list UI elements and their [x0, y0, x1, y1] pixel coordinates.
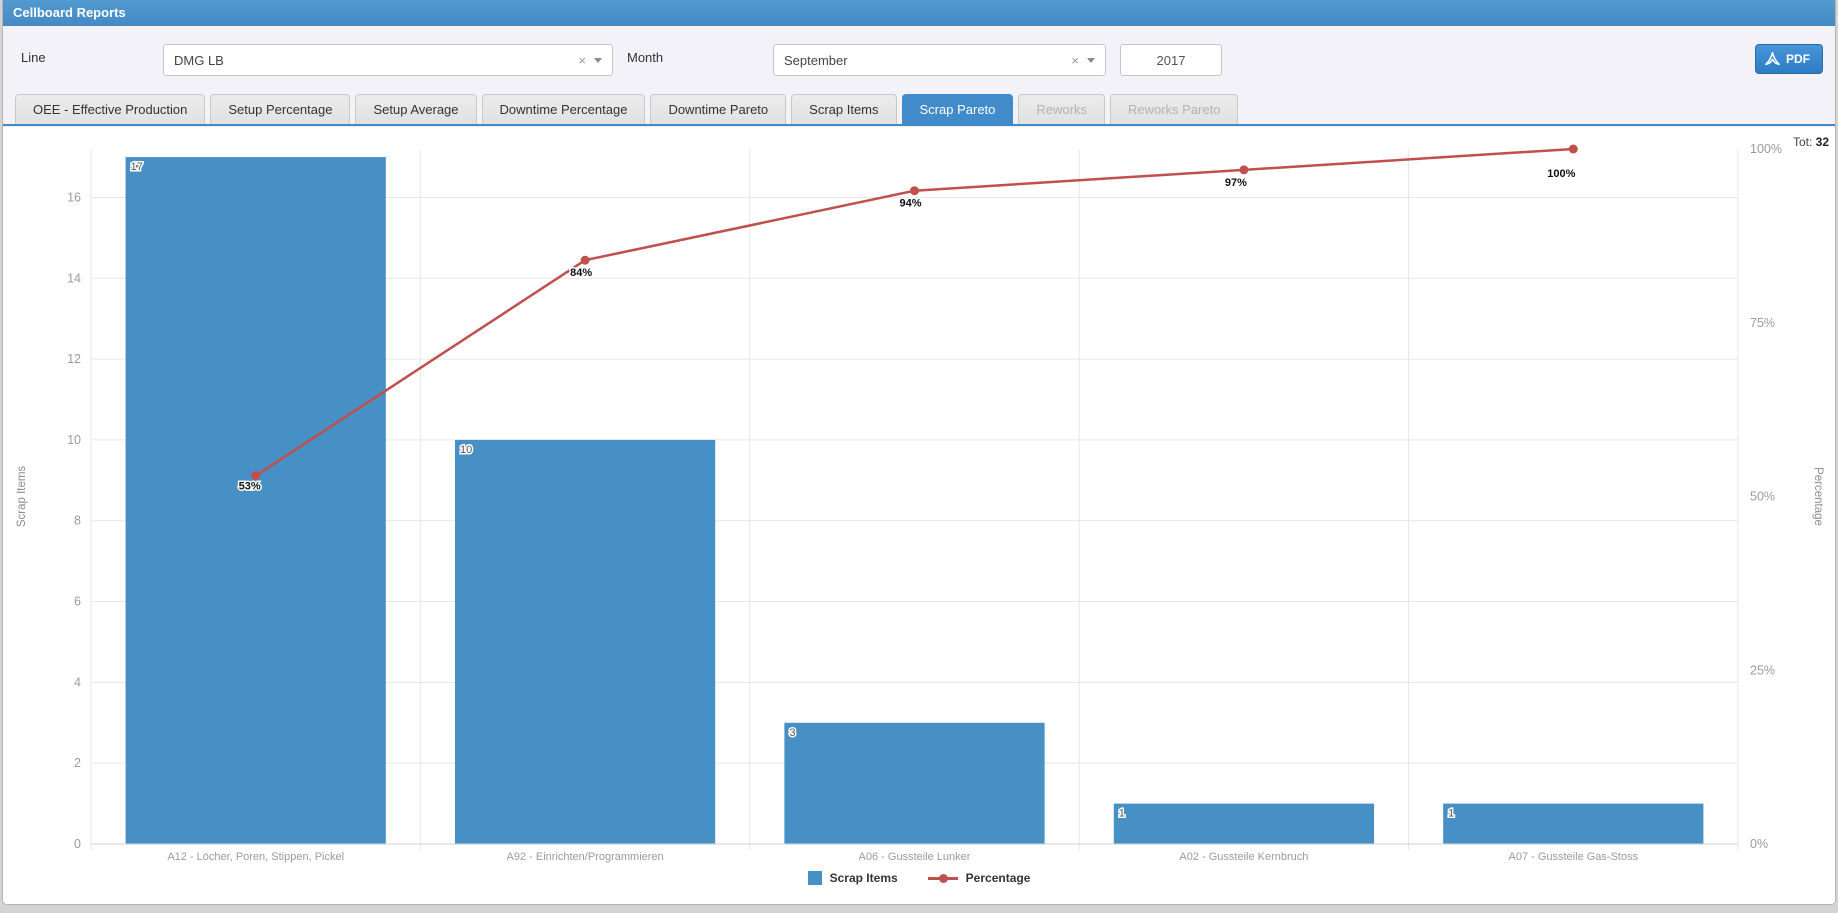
y-left-tick: 8 [74, 514, 81, 528]
page-title: Cellboard Reports [13, 5, 126, 20]
pdf-acrobat-icon [1765, 51, 1780, 65]
legend-label: Scrap Items [829, 871, 898, 885]
year-input[interactable] [1120, 44, 1222, 76]
pareto-chart: 17 10 3 1 1 53% 84% 94% 97% 100% 0 2 4 6 8 10 12 14 16 0% 25… [16, 135, 1829, 863]
point-percent-label: 94% [899, 198, 921, 210]
legend-bar-swatch-icon [807, 871, 822, 885]
bar-value-label: 10 [460, 444, 472, 456]
line-select-value: DMG LB [174, 52, 224, 68]
pdf-export-button[interactable]: PDF [1755, 44, 1823, 74]
total-label: Tot: 32 [1793, 135, 1829, 149]
y-left-axis-title: Scrap Items [16, 466, 28, 528]
y-left-tick: 12 [67, 352, 81, 366]
point-percent-label: 97% [1225, 177, 1247, 189]
line-select[interactable]: DMG LB × [163, 44, 613, 76]
month-select[interactable]: September × [773, 44, 1106, 76]
legend-item-scrap-items[interactable]: Scrap Items [807, 871, 898, 885]
tab-scrap-items[interactable]: Scrap Items [791, 94, 897, 124]
line-point-2[interactable] [580, 255, 590, 265]
y-right-tick: 100% [1750, 142, 1782, 156]
line-point-3[interactable] [910, 186, 919, 196]
y-right-tick: 50% [1750, 490, 1775, 504]
line-point-5[interactable] [1568, 144, 1578, 154]
bar-4[interactable] [1113, 803, 1375, 844]
tab-downtime-percentage[interactable]: Downtime Percentage [481, 94, 646, 124]
bar-3[interactable] [784, 722, 1045, 844]
month-select-value: September [784, 52, 848, 68]
x-category-label: A07 - Gussteile Gas-Stoss [1508, 851, 1638, 863]
bar-1[interactable] [125, 157, 386, 844]
tab-downtime-pareto[interactable]: Downtime Pareto [650, 94, 787, 124]
y-right-tick: 25% [1750, 663, 1775, 677]
bar-value-label: 17 [131, 161, 143, 173]
tab-oee-effective-production[interactable]: OEE - Effective Production [15, 94, 206, 124]
point-percent-label: 100% [1547, 168, 1575, 180]
y-left-tick: 10 [67, 433, 81, 447]
x-category-label: A92 - Einrichten/Programmieren [507, 851, 664, 863]
y-left-tick: 16 [67, 190, 81, 204]
bar-value-label: 1 [1119, 808, 1125, 820]
tab-scrap-pareto[interactable]: Scrap Pareto [901, 94, 1014, 124]
chevron-down-icon[interactable] [1087, 57, 1095, 63]
window-title-bar: Cellboard Reports [3, 0, 1835, 26]
month-label: Month [627, 50, 664, 65]
y-left-tick: 6 [74, 595, 81, 609]
y-right-tick: 75% [1750, 316, 1775, 330]
x-category-label: A02 - Gussteile Kernbruch [1179, 851, 1308, 863]
legend-item-percentage[interactable]: Percentage [927, 871, 1031, 885]
legend-label: Percentage [965, 871, 1031, 885]
pareto-chart-area: 17 10 3 1 1 53% 84% 94% 97% 100% 0 2 4 6 8 10 12 14 16 0% 25… [3, 126, 1835, 903]
x-category-label: A12 - Löcher, Poren, Stippen, Pickel [167, 851, 344, 863]
y-right-tick: 0% [1750, 837, 1768, 851]
line-point-1[interactable] [251, 471, 261, 481]
bar-value-label: 3 [789, 727, 795, 739]
legend-line-swatch-icon [927, 873, 958, 883]
tab-bar: OEE - Effective Production Setup Percent… [3, 94, 1835, 126]
y-left-tick: 2 [74, 756, 81, 770]
y-left-tick: 0 [74, 837, 81, 851]
y-left-tick: 14 [67, 271, 81, 285]
point-percent-label: 84% [570, 267, 592, 279]
bar-2[interactable] [454, 439, 716, 844]
point-percent-label: 53% [239, 481, 261, 493]
filter-bar: Line DMG LB × Month September × PDF [3, 26, 1835, 94]
chevron-down-icon[interactable] [594, 57, 602, 63]
y-right-axis-title: Percentage [1812, 467, 1824, 526]
bar-value-label: 1 [1448, 808, 1454, 820]
line-point-4[interactable] [1239, 165, 1249, 175]
tab-setup-percentage[interactable]: Setup Percentage [210, 94, 351, 124]
line-clear-icon[interactable]: × [578, 52, 586, 68]
chart-legend: Scrap Items Percentage [3, 871, 1835, 885]
tab-reworks: Reworks [1018, 94, 1105, 124]
x-category-label: A06 - Gussteile Lunker [859, 851, 971, 863]
y-left-tick: 4 [74, 675, 81, 689]
tab-reworks-pareto: Reworks Pareto [1109, 94, 1239, 124]
bar-5[interactable] [1443, 803, 1704, 844]
pdf-button-label: PDF [1786, 52, 1810, 66]
month-clear-icon[interactable]: × [1071, 52, 1079, 68]
tab-setup-average[interactable]: Setup Average [355, 94, 477, 124]
line-label: Line [21, 50, 46, 65]
